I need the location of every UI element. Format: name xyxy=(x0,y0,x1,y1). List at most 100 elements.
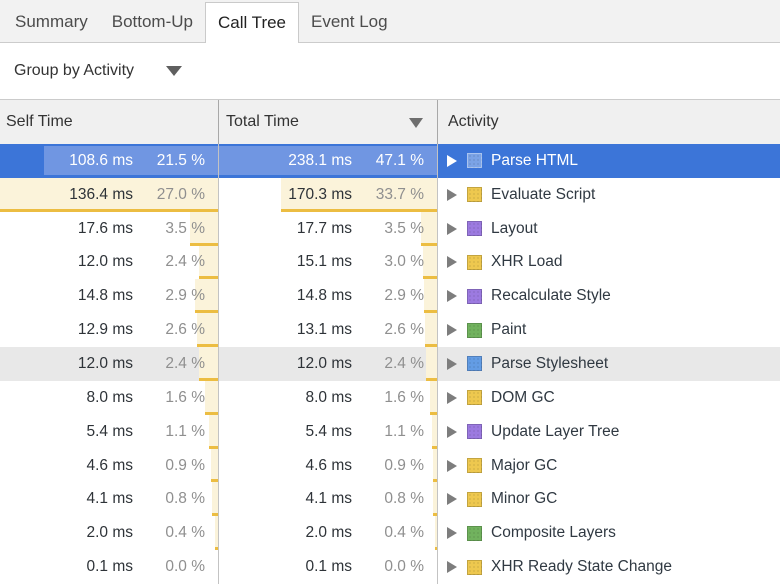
activity-label: Major GC xyxy=(491,456,558,474)
self-time-percent: 2.4 % xyxy=(165,354,205,372)
expand-arrow-icon[interactable] xyxy=(447,357,457,370)
self-time-value: 8.0 ms xyxy=(86,388,133,406)
column-header-activity[interactable]: Activity xyxy=(438,100,780,144)
sort-descending-icon xyxy=(409,118,423,128)
total-time-value: 238.1 ms xyxy=(288,151,352,169)
total-time-value: 4.6 ms xyxy=(305,456,352,474)
self-time-cell: 4.1 ms 0.8 % xyxy=(0,482,219,517)
total-time-cell: 5.4 ms 1.1 % xyxy=(219,414,438,449)
table-row[interactable]: 108.6 ms 21.5 % 238.1 ms 47.1 % Parse HTML xyxy=(0,144,780,178)
tab-call-tree[interactable]: Call Tree xyxy=(204,2,300,43)
self-time-percent: 0.0 % xyxy=(165,558,205,576)
tab-bottom-up[interactable]: Bottom-Up xyxy=(111,12,193,31)
call-tree-grid: Self Time Total Time Activity 108.6 ms 21… xyxy=(0,100,780,584)
activity-cell: Recalculate Style xyxy=(438,279,780,313)
self-time-value: 0.1 ms xyxy=(86,558,133,576)
self-time-percent-bar xyxy=(210,448,218,483)
table-row[interactable]: 0.1 ms 0.0 % 0.1 ms 0.0 % XHR Ready State Ch… xyxy=(0,550,780,584)
total-time-value: 170.3 ms xyxy=(288,185,352,203)
self-time-cell: 0.1 ms 0.0 % xyxy=(0,550,219,584)
column-header-label: Total Time xyxy=(226,113,299,130)
table-row[interactable]: 2.0 ms 0.4 % 2.0 ms 0.4 % Composite Layers xyxy=(0,516,780,551)
total-time-percent: 3.0 % xyxy=(384,253,424,271)
expand-arrow-icon[interactable] xyxy=(447,256,457,269)
total-time-cell: 8.0 ms 1.6 % xyxy=(219,380,438,415)
activity-cell: Parse HTML xyxy=(438,144,780,178)
expand-arrow-icon[interactable] xyxy=(447,391,457,404)
table-row[interactable]: 12.0 ms 2.4 % 12.0 ms 2.4 % Parse Stylesheet xyxy=(0,347,780,381)
self-time-value: 5.4 ms xyxy=(86,422,133,440)
activity-label: Layout xyxy=(491,219,538,237)
total-time-percent-bar xyxy=(423,279,437,314)
expand-arrow-icon[interactable] xyxy=(447,527,457,540)
self-time-percent: 1.1 % xyxy=(165,422,205,440)
table-row[interactable]: 14.8 ms 2.9 % 14.8 ms 2.9 % Recalculate Styl… xyxy=(0,279,780,314)
table-row[interactable]: 17.6 ms 3.5 % 17.7 ms 3.5 % Layout xyxy=(0,211,780,246)
table-row[interactable]: 12.0 ms 2.4 % 15.1 ms 3.0 % XHR Load xyxy=(0,245,780,280)
self-time-value: 12.0 ms xyxy=(77,253,133,271)
tab-summary[interactable]: Summary xyxy=(15,12,88,31)
self-time-value: 108.6 ms xyxy=(69,151,133,169)
group-by-select[interactable]: Group by Activity xyxy=(14,62,183,80)
rendering-category-icon xyxy=(467,288,482,304)
total-time-value: 13.1 ms xyxy=(296,321,352,339)
total-time-cell: 14.8 ms 2.9 % xyxy=(219,279,438,314)
self-time-cell: 2.0 ms 0.4 % xyxy=(0,516,219,551)
group-by-label: Group by Activity xyxy=(14,62,135,79)
total-time-cell: 0.1 ms 0.0 % xyxy=(219,550,438,584)
total-time-cell: 4.1 ms 0.8 % xyxy=(219,482,438,517)
self-time-cell: 12.0 ms 2.4 % xyxy=(0,347,219,381)
self-time-cell: 12.0 ms 2.4 % xyxy=(0,245,219,280)
column-header-total-time[interactable]: Total Time xyxy=(219,100,438,144)
table-row[interactable]: 4.1 ms 0.8 % 4.1 ms 0.8 % Minor GC xyxy=(0,482,780,517)
self-time-value: 17.6 ms xyxy=(77,219,133,237)
tab-event-log[interactable]: Event Log xyxy=(311,12,388,31)
total-time-percent: 0.9 % xyxy=(384,456,424,474)
total-time-percent-bar xyxy=(431,414,437,449)
loading-category-icon xyxy=(467,153,482,169)
total-time-cell: 15.1 ms 3.0 % xyxy=(219,245,438,280)
expand-arrow-icon[interactable] xyxy=(447,222,457,235)
self-time-cell: 14.8 ms 2.9 % xyxy=(0,279,219,314)
loading-category-icon xyxy=(467,356,482,372)
total-time-percent: 2.9 % xyxy=(384,287,424,305)
activity-cell: Composite Layers xyxy=(438,516,780,550)
expand-arrow-icon[interactable] xyxy=(447,290,457,303)
column-header-self-time[interactable]: Self Time xyxy=(0,100,219,144)
total-time-percent: 2.4 % xyxy=(384,354,424,372)
column-header-label: Activity xyxy=(448,113,499,130)
self-time-percent-bar xyxy=(44,146,218,175)
table-row[interactable]: 5.4 ms 1.1 % 5.4 ms 1.1 % Update Layer Tree xyxy=(0,414,780,449)
total-time-cell: 2.0 ms 0.4 % xyxy=(219,516,438,551)
activity-label: Parse HTML xyxy=(491,151,578,169)
total-time-percent: 1.6 % xyxy=(384,388,424,406)
grid-header-row: Self Time Total Time Activity xyxy=(0,100,780,144)
expand-arrow-icon[interactable] xyxy=(447,425,457,438)
table-row[interactable]: 4.6 ms 0.9 % 4.6 ms 0.9 % Major GC xyxy=(0,448,780,483)
total-time-percent-bar xyxy=(432,448,437,483)
self-time-value: 12.0 ms xyxy=(77,354,133,372)
scripting-category-icon xyxy=(467,491,482,507)
table-row[interactable]: 12.9 ms 2.6 % 13.1 ms 2.6 % Paint xyxy=(0,313,780,348)
self-time-value: 14.8 ms xyxy=(77,287,133,305)
table-row[interactable]: 136.4 ms 27.0 % 170.3 ms 33.7 % Evaluate Scr… xyxy=(0,177,780,212)
total-time-cell: 238.1 ms 47.1 % xyxy=(219,144,438,178)
self-time-percent: 3.5 % xyxy=(165,219,205,237)
total-time-value: 2.0 ms xyxy=(305,524,352,542)
self-time-value: 4.6 ms xyxy=(86,456,133,474)
expand-arrow-icon[interactable] xyxy=(447,324,457,337)
total-time-cell: 13.1 ms 2.6 % xyxy=(219,313,438,348)
total-time-value: 0.1 ms xyxy=(305,558,352,576)
expand-arrow-icon[interactable] xyxy=(447,459,457,472)
self-time-percent-bar xyxy=(211,482,218,517)
table-row[interactable]: 8.0 ms 1.6 % 8.0 ms 1.6 % DOM GC xyxy=(0,380,780,415)
activity-cell: Major GC xyxy=(438,449,780,483)
expand-arrow-icon[interactable] xyxy=(447,493,457,506)
expand-arrow-icon[interactable] xyxy=(447,188,457,201)
rendering-category-icon xyxy=(467,424,482,440)
expand-arrow-icon[interactable] xyxy=(447,154,457,167)
total-time-percent: 47.1 % xyxy=(375,151,424,169)
total-time-percent: 2.6 % xyxy=(384,321,424,339)
expand-arrow-icon[interactable] xyxy=(447,561,457,574)
total-time-value: 14.8 ms xyxy=(296,287,352,305)
